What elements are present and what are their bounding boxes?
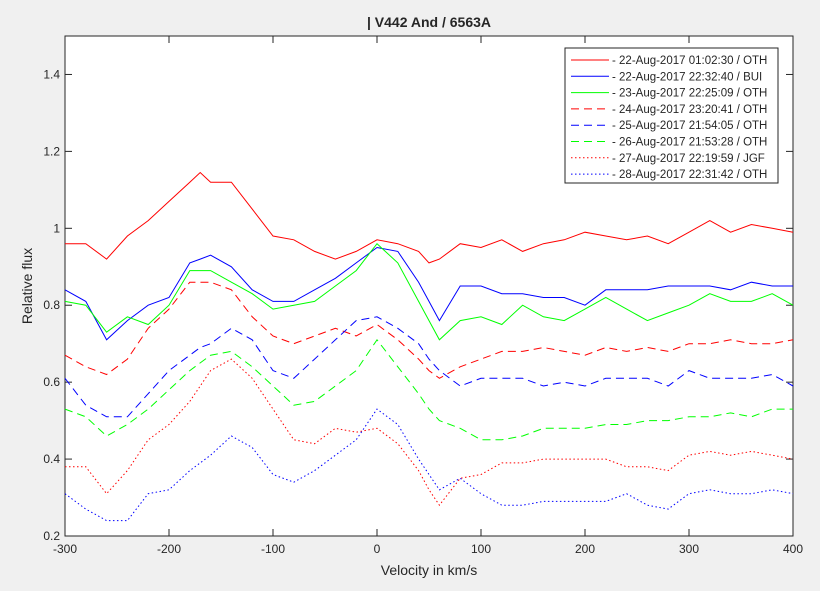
legend-entry: - 22-Aug-2017 01:02:30 / OTH	[612, 55, 767, 67]
legend-entry: - 25-Aug-2017 21:54:05 / OTH	[612, 120, 767, 132]
x-axis-label: Velocity in km/s	[381, 562, 477, 578]
x-tick-label: 400	[783, 542, 803, 556]
series-line-4	[64, 281, 794, 379]
y-tick-label: 0.2	[43, 529, 60, 543]
legend-box	[564, 47, 779, 184]
legend-entry: - 27-Aug-2017 22:19:59 / JGF	[612, 153, 765, 165]
legend-entry: - 28-Aug-2017 22:31:42 / OTH	[612, 169, 767, 181]
x-tick-label: -300	[53, 542, 77, 556]
y-tick-label: 1	[53, 221, 60, 235]
legend-entry: - 23-Aug-2017 22:25:09 / OTH	[612, 88, 767, 100]
x-tick-label: -100	[261, 542, 285, 556]
y-axis-label: Relative flux	[19, 248, 35, 324]
x-tick-label: 0	[374, 542, 381, 556]
x-tick-label: 200	[575, 542, 595, 556]
legend: - 22-Aug-2017 01:02:30 / OTH - 22-Aug-20…	[564, 47, 779, 184]
y-tick-label: 1.4	[43, 67, 60, 81]
y-tick-label: 0.8	[43, 298, 60, 312]
x-tick-label: 100	[471, 542, 491, 556]
x-tick-label: 300	[679, 542, 699, 556]
legend-entry: - 24-Aug-2017 23:20:41 / OTH	[612, 104, 767, 116]
x-tick-label: -200	[157, 542, 181, 556]
series-line-6	[64, 338, 793, 441]
y-tick-label: 0.4	[43, 452, 60, 466]
y-tick-label: 0.6	[43, 375, 60, 389]
chart-title: | V442 And / 6563A	[367, 14, 491, 30]
series-line-2	[64, 246, 793, 341]
legend-entry: - 26-Aug-2017 21:53:28 / OTH	[612, 137, 767, 149]
series-line-7	[65, 358, 794, 507]
series-line-3	[64, 242, 794, 341]
series-line-1	[65, 171, 794, 264]
legend-entry: - 22-Aug-2017 22:32:40 / BUI	[612, 71, 762, 83]
y-tick-label: 1.2	[43, 144, 60, 158]
series-line-8	[64, 408, 794, 522]
